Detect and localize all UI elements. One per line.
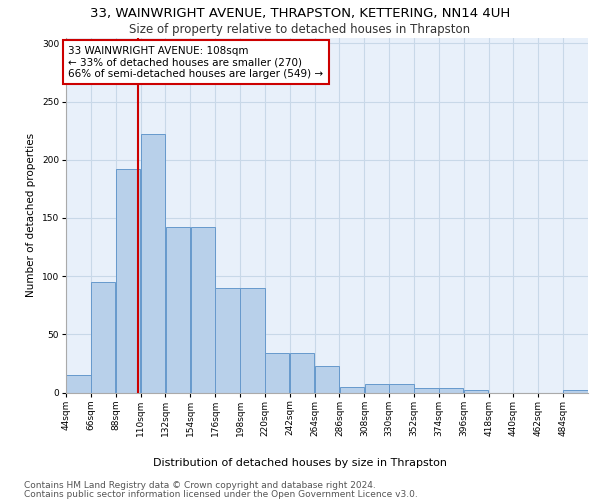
- Bar: [290, 353, 314, 393]
- Bar: [141, 134, 165, 392]
- Bar: [191, 227, 215, 392]
- Y-axis label: Number of detached properties: Number of detached properties: [26, 133, 36, 297]
- Text: Contains HM Land Registry data © Crown copyright and database right 2024.: Contains HM Land Registry data © Crown c…: [24, 481, 376, 490]
- Bar: [265, 353, 289, 393]
- Bar: [66, 375, 91, 392]
- Bar: [240, 288, 265, 393]
- Bar: [414, 388, 439, 392]
- Bar: [166, 227, 190, 392]
- Bar: [315, 366, 339, 392]
- Text: 33, WAINWRIGHT AVENUE, THRAPSTON, KETTERING, NN14 4UH: 33, WAINWRIGHT AVENUE, THRAPSTON, KETTER…: [90, 8, 510, 20]
- Bar: [340, 386, 364, 392]
- Bar: [116, 169, 140, 392]
- Bar: [215, 288, 240, 393]
- Text: 33 WAINWRIGHT AVENUE: 108sqm
← 33% of detached houses are smaller (270)
66% of s: 33 WAINWRIGHT AVENUE: 108sqm ← 33% of de…: [68, 46, 323, 79]
- Text: Contains public sector information licensed under the Open Government Licence v3: Contains public sector information licen…: [24, 490, 418, 499]
- Bar: [439, 388, 463, 392]
- Bar: [563, 390, 588, 392]
- Bar: [389, 384, 414, 392]
- Text: Distribution of detached houses by size in Thrapston: Distribution of detached houses by size …: [153, 458, 447, 468]
- Bar: [91, 282, 115, 393]
- Text: Size of property relative to detached houses in Thrapston: Size of property relative to detached ho…: [130, 22, 470, 36]
- Bar: [365, 384, 389, 392]
- Bar: [464, 390, 488, 392]
